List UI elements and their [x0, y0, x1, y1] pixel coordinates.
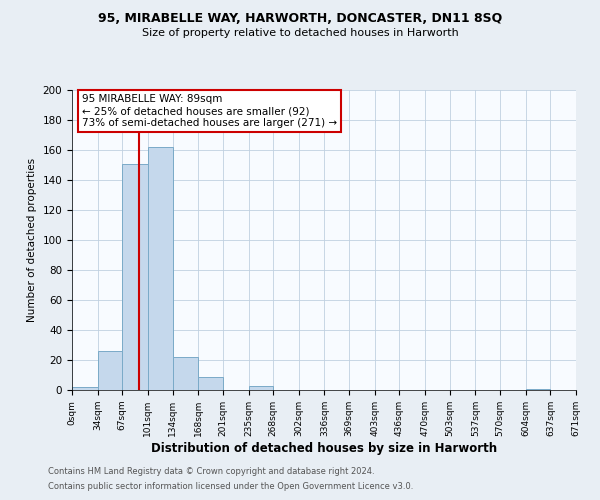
Bar — [122, 164, 148, 390]
Bar — [148, 147, 173, 390]
Bar — [526, 388, 550, 390]
Text: Size of property relative to detached houses in Harworth: Size of property relative to detached ho… — [142, 28, 458, 38]
Text: 95 MIRABELLE WAY: 89sqm
← 25% of detached houses are smaller (92)
73% of semi-de: 95 MIRABELLE WAY: 89sqm ← 25% of detache… — [82, 94, 337, 128]
Bar — [248, 386, 273, 390]
Bar — [98, 351, 122, 390]
Text: Contains HM Land Registry data © Crown copyright and database right 2024.: Contains HM Land Registry data © Crown c… — [48, 467, 374, 476]
Bar — [72, 387, 98, 390]
Text: Contains public sector information licensed under the Open Government Licence v3: Contains public sector information licen… — [48, 482, 413, 491]
Y-axis label: Number of detached properties: Number of detached properties — [27, 158, 37, 322]
Text: 95, MIRABELLE WAY, HARWORTH, DONCASTER, DN11 8SQ: 95, MIRABELLE WAY, HARWORTH, DONCASTER, … — [98, 12, 502, 26]
Bar — [173, 357, 198, 390]
Bar — [198, 376, 223, 390]
X-axis label: Distribution of detached houses by size in Harworth: Distribution of detached houses by size … — [151, 442, 497, 454]
